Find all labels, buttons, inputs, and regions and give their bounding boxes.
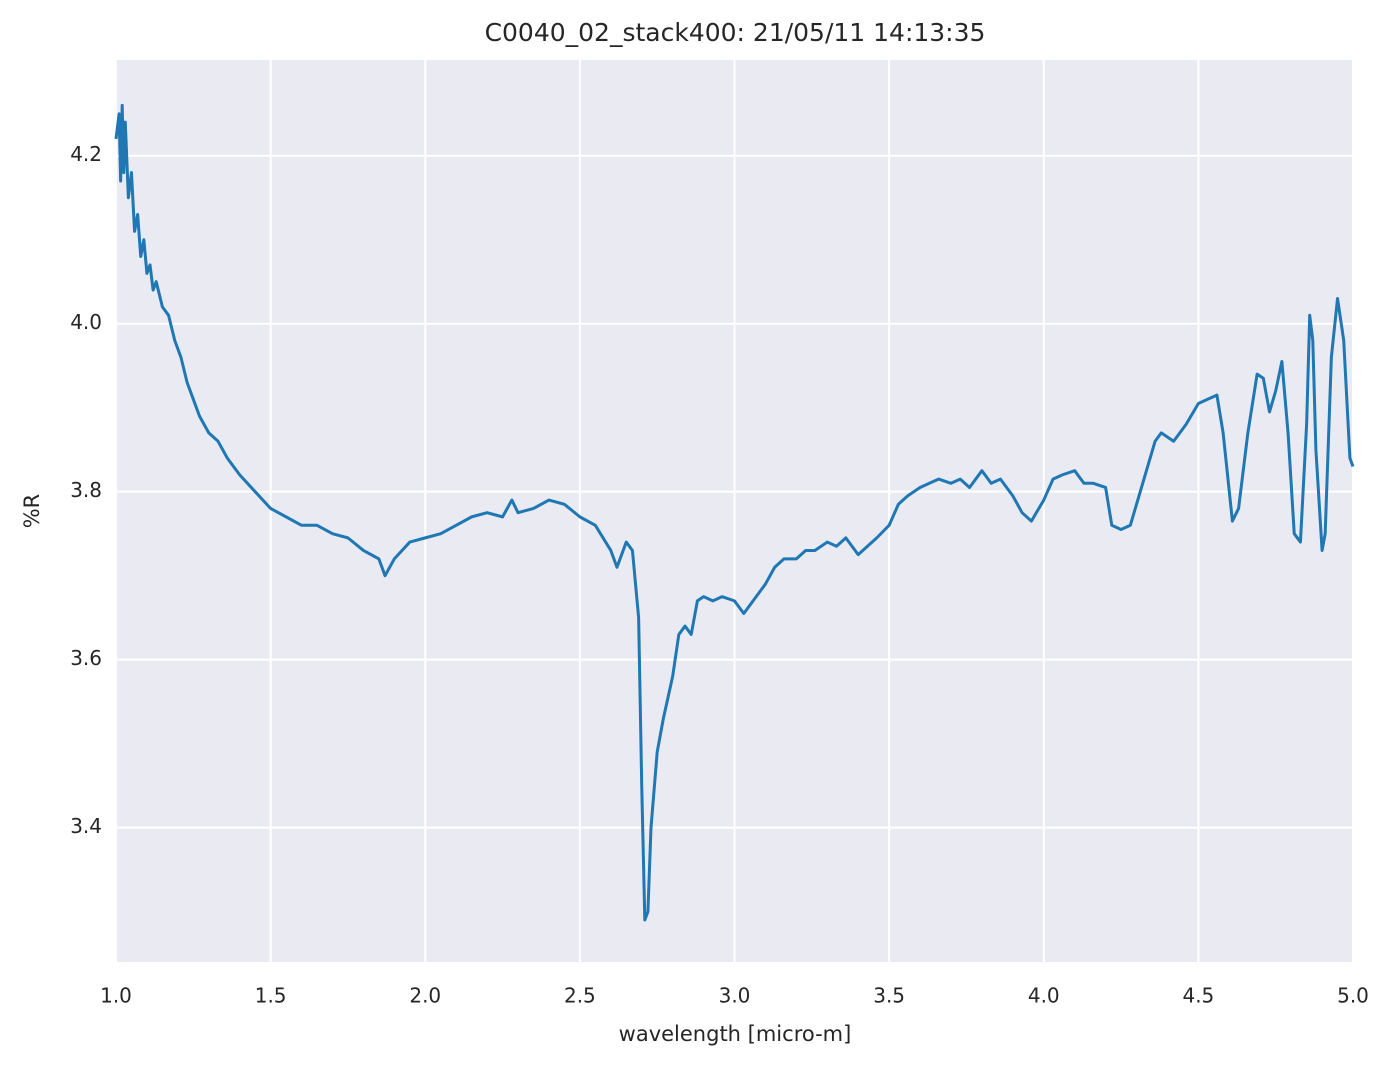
y-tick-label: 4.0 (70, 310, 102, 334)
x-tick-label: 1.0 (100, 984, 132, 1008)
y-tick-label: 3.4 (70, 814, 102, 838)
x-tick-label: 4.0 (1028, 984, 1060, 1008)
y-tick-label: 4.2 (70, 142, 102, 166)
x-tick-label: 4.5 (1182, 984, 1214, 1008)
x-tick-label: 5.0 (1337, 984, 1369, 1008)
x-tick-label: 2.5 (564, 984, 596, 1008)
y-axis-label: %R (20, 494, 44, 529)
chart-title: C0040_02_stack400: 21/05/11 14:13:35 (485, 18, 986, 47)
x-tick-label: 3.0 (719, 984, 751, 1008)
y-tick-label: 3.6 (70, 646, 102, 670)
x-tick-label: 2.0 (409, 984, 441, 1008)
x-tick-label: 3.5 (873, 984, 905, 1008)
x-axis-label: wavelength [micro-m] (619, 1022, 852, 1046)
y-tick-label: 3.8 (70, 478, 102, 502)
x-tick-label: 1.5 (255, 984, 287, 1008)
data-line (114, 103, 1355, 922)
